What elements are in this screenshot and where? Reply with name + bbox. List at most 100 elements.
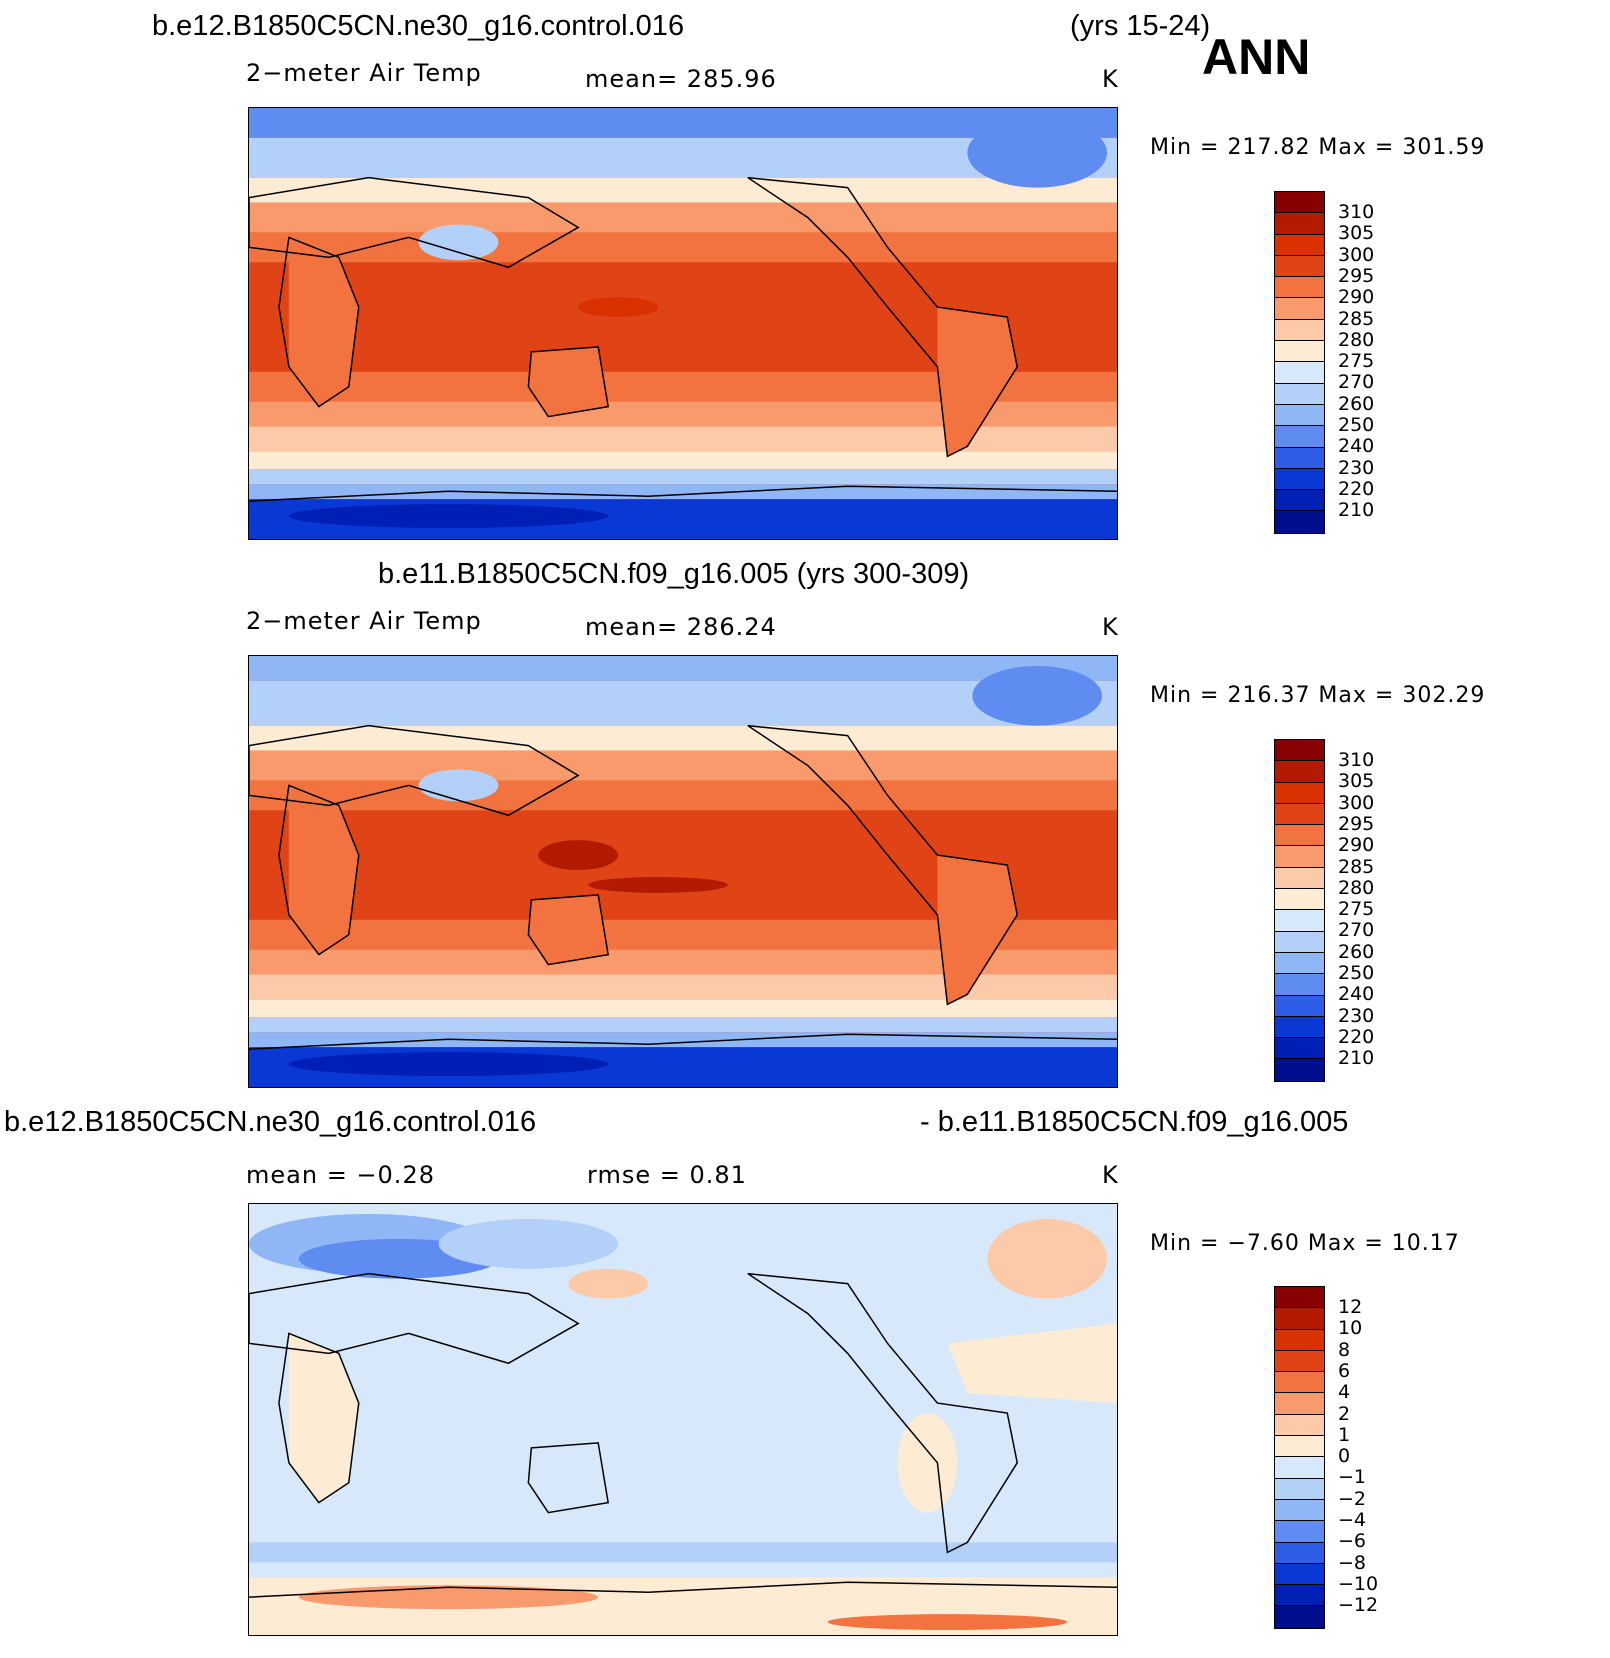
panel3-colorbar: [1274, 1286, 1325, 1629]
panel1-colorbar: [1274, 191, 1325, 534]
colorbar-swatch: [1275, 995, 1324, 1017]
panel2-colorbar: [1274, 739, 1325, 1082]
colorbar-swatch: [1275, 1585, 1324, 1607]
panel1-mean: mean= 285.96: [585, 65, 777, 93]
panel3-map-image: [249, 1204, 1117, 1635]
colorbar-swatch: [1275, 404, 1324, 427]
colorbar-swatch: [1275, 1436, 1324, 1458]
colorbar-swatch: [1275, 1059, 1324, 1081]
colorbar-label: 12: [1338, 1296, 1363, 1318]
colorbar-label: 310: [1338, 749, 1375, 771]
panel2-map: [248, 655, 1118, 1088]
colorbar-label: 250: [1338, 414, 1375, 436]
colorbar-label: 260: [1338, 392, 1375, 415]
panel3-units: K: [1102, 1161, 1119, 1189]
colorbar-label: −12: [1338, 1594, 1379, 1617]
colorbar-swatch: [1275, 277, 1324, 299]
colorbar-swatch: [1275, 1350, 1324, 1373]
colorbar-swatch: [1275, 952, 1324, 975]
colorbar-swatch: [1275, 1414, 1324, 1437]
colorbar-label: −8: [1338, 1551, 1367, 1574]
colorbar-swatch: [1275, 1308, 1324, 1330]
colorbar-swatch: [1275, 1563, 1324, 1586]
panel3-title-left: b.e12.B1850C5CN.ne30_g16.control.016: [4, 1106, 537, 1138]
colorbar-swatch: [1275, 1393, 1324, 1415]
colorbar-swatch: [1275, 490, 1324, 512]
colorbar-label: 260: [1338, 940, 1375, 963]
colorbar-label: 220: [1338, 477, 1375, 500]
colorbar-label: −2: [1338, 1487, 1367, 1510]
panel2-variable: 2−meter Air Temp: [246, 607, 482, 635]
panel1-years: (yrs 15-24): [1070, 10, 1211, 42]
colorbar-swatch: [1275, 846, 1324, 868]
colorbar-swatch: [1275, 447, 1324, 469]
colorbar-swatch: [1275, 1016, 1324, 1039]
colorbar-label: 0: [1338, 1445, 1351, 1468]
colorbar-swatch: [1275, 910, 1324, 932]
panel1-title: b.e12.B1850C5CN.ne30_g16.control.016: [152, 10, 685, 42]
panel1-map-image: [249, 108, 1117, 539]
colorbar-label: 280: [1338, 876, 1375, 899]
colorbar-swatch: [1275, 1499, 1324, 1522]
colorbar-swatch: [1275, 1287, 1324, 1309]
colorbar-swatch: [1275, 362, 1324, 384]
colorbar-swatch: [1275, 825, 1324, 847]
colorbar-swatch: [1275, 1457, 1324, 1479]
colorbar-swatch: [1275, 1478, 1324, 1500]
panel1-minmax: Min = 217.82 Max = 301.59: [1150, 135, 1486, 160]
colorbar-label: 6: [1338, 1359, 1351, 1382]
colorbar-label: 290: [1338, 286, 1375, 309]
panel2-title: b.e11.B1850C5CN.f09_g16.005 (yrs 300-309…: [378, 558, 970, 590]
panel3-rmse: rmse = 0.81: [587, 1161, 747, 1189]
colorbar-swatch: [1275, 234, 1324, 256]
colorbar-label: 4: [1338, 1381, 1351, 1404]
colorbar-label: 270: [1338, 919, 1375, 942]
colorbar-label: 280: [1338, 328, 1375, 351]
colorbar-swatch: [1275, 974, 1324, 996]
colorbar-swatch: [1275, 213, 1324, 235]
colorbar-swatch: [1275, 319, 1324, 342]
colorbar-swatch: [1275, 192, 1324, 214]
panel2-map-image: [249, 656, 1117, 1087]
colorbar-swatch: [1275, 468, 1324, 491]
colorbar-swatch: [1275, 298, 1324, 320]
panel3-title-right: - b.e11.B1850C5CN.f09_g16.005: [920, 1106, 1349, 1138]
colorbar-swatch: [1275, 426, 1324, 448]
colorbar-swatch: [1275, 931, 1324, 953]
colorbar-label: 285: [1338, 855, 1375, 878]
colorbar-swatch: [1275, 1038, 1324, 1060]
colorbar-label: 240: [1338, 435, 1375, 458]
panel2-minmax: Min = 216.37 Max = 302.29: [1150, 683, 1486, 708]
colorbar-swatch: [1275, 341, 1324, 363]
colorbar-label: 270: [1338, 371, 1375, 394]
colorbar-label: 290: [1338, 834, 1375, 857]
colorbar-label: 295: [1338, 264, 1375, 287]
colorbar-label: −6: [1338, 1530, 1367, 1553]
colorbar-swatch: [1275, 1329, 1324, 1351]
colorbar-label: 240: [1338, 983, 1375, 1006]
colorbar-swatch: [1275, 511, 1324, 533]
panel1-variable: 2−meter Air Temp: [246, 59, 482, 87]
colorbar-label: 300: [1338, 243, 1375, 266]
season-label: ANN: [1202, 29, 1311, 85]
colorbar-label: 305: [1338, 222, 1375, 245]
colorbar-label: 210: [1338, 1047, 1375, 1070]
colorbar-label: −10: [1338, 1572, 1379, 1595]
panel1-map: [248, 107, 1118, 540]
colorbar-swatch: [1275, 255, 1324, 278]
colorbar-label: −4: [1338, 1509, 1367, 1531]
colorbar-swatch: [1275, 867, 1324, 890]
colorbar-swatch: [1275, 803, 1324, 826]
colorbar-label: 285: [1338, 307, 1375, 330]
colorbar-label: 8: [1338, 1338, 1351, 1361]
colorbar-swatch: [1275, 1521, 1324, 1543]
panel2-mean: mean= 286.24: [585, 613, 777, 641]
colorbar-label: 300: [1338, 791, 1375, 814]
colorbar-label: 305: [1338, 770, 1375, 793]
panel3-minmax: Min = −7.60 Max = 10.17: [1150, 1231, 1460, 1256]
colorbar-label: 220: [1338, 1025, 1375, 1048]
colorbar-swatch: [1275, 761, 1324, 783]
colorbar-swatch: [1275, 383, 1324, 405]
panel3-map: [248, 1203, 1118, 1636]
colorbar-label: 10: [1338, 1317, 1363, 1340]
